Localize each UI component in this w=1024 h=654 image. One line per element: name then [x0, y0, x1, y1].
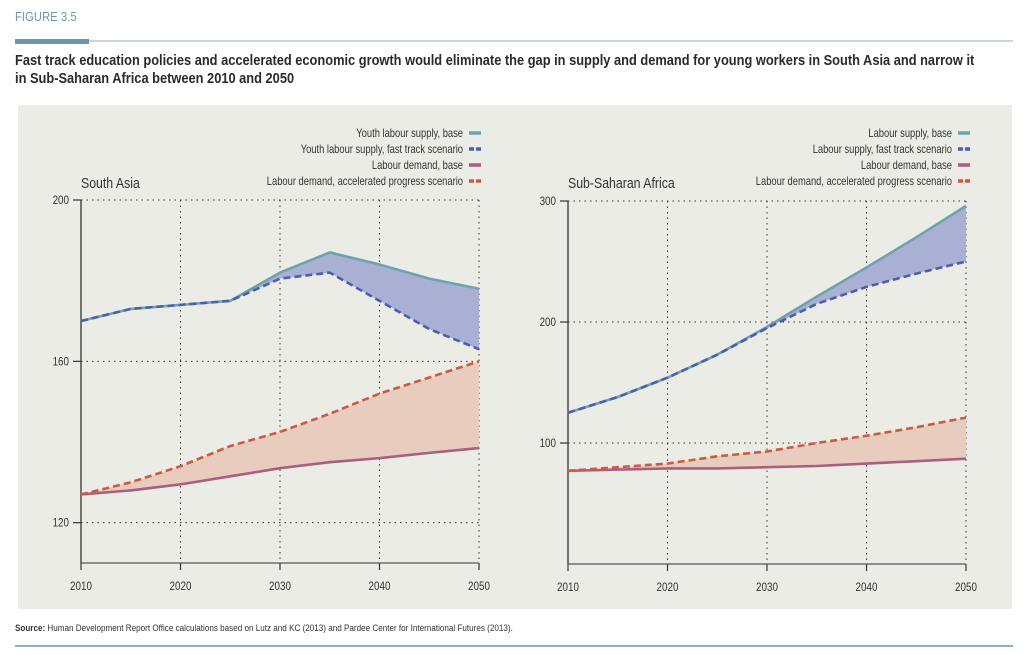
x-tick-label: 2040 [369, 579, 391, 593]
header-rule [89, 40, 1013, 42]
x-tick-label: 2040 [856, 580, 878, 594]
source-note: Source: Human Development Report Office … [15, 623, 513, 633]
source-text: Human Development Report Office calculat… [47, 623, 513, 633]
legend-label: Youth labour supply, fast track scenario [301, 142, 464, 156]
series-line-supply-fast [80, 271, 480, 351]
legend-label: Labour demand, accelerated progress scen… [267, 174, 463, 188]
chart-1: 100 200 300 2010 2020 2030 2040 2050 Sub-Saharan… [540, 126, 978, 594]
demand-gap-area [568, 417, 966, 471]
legend-label: Youth labour supply, base [356, 126, 463, 140]
series-line-supply-fast [567, 260, 967, 414]
figure-title: Fast track education policies and accele… [15, 53, 975, 87]
x-tick-label: 2030 [269, 579, 291, 593]
x-tick-label: 2010 [70, 579, 92, 593]
series-line-demand-base [80, 446, 480, 496]
series-line-demand-accel [80, 360, 480, 496]
legend-label: Labour demand, accelerated progress scen… [756, 174, 952, 188]
y-tick-label: 120 [53, 516, 70, 530]
y-tick-label: 160 [53, 354, 70, 368]
series-line-supply-base [567, 204, 967, 414]
supply-gap-area [81, 252, 479, 350]
y-tick-label: 200 [53, 193, 70, 207]
panel-title: South Asia [81, 175, 140, 192]
y-tick-label: 100 [540, 436, 557, 450]
x-tick-label: 2010 [557, 580, 579, 594]
chart-0: 120 160 200 2010 2020 2030 2040 2050 South Asia Y… [53, 126, 491, 593]
y-tick-label: 300 [540, 194, 557, 208]
panel-title: Sub-Saharan Africa [568, 175, 675, 192]
x-tick-label: 2020 [657, 580, 679, 594]
chart-panel [18, 105, 1012, 609]
header-accent-bar [15, 39, 89, 44]
x-tick-label: 2030 [756, 580, 778, 594]
footer-rule [15, 645, 1013, 647]
legend-label: Labour supply, base [868, 126, 952, 140]
x-tick-label: 2020 [170, 579, 192, 593]
y-tick-label: 200 [540, 315, 557, 329]
legend-label: Labour supply, fast track scenario [813, 142, 953, 156]
series-line-demand-base [567, 457, 967, 473]
supply-gap-area [568, 205, 966, 413]
series-line-demand-accel [567, 416, 967, 473]
source-label: Source: [15, 623, 46, 633]
legend-label: Labour demand, base [372, 158, 463, 172]
figure-label: FIGURE 3.5 [15, 9, 77, 24]
x-tick-label: 2050 [955, 580, 977, 594]
x-tick-label: 2050 [468, 579, 490, 593]
demand-gap-area [81, 361, 479, 495]
legend-label: Labour demand, base [861, 158, 952, 172]
